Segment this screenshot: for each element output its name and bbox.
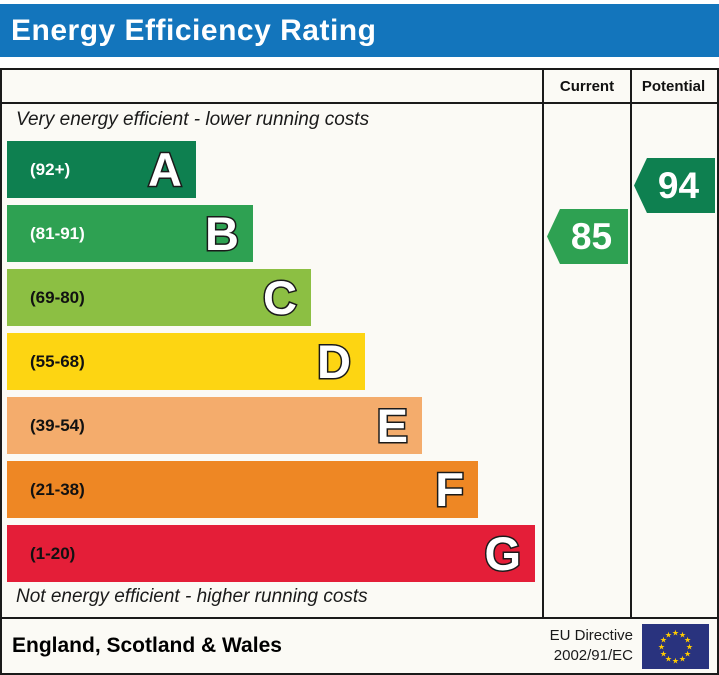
region-label: England, Scotland & Wales: [12, 634, 282, 657]
band-d-range: (55-68): [30, 351, 85, 371]
band-d-letter: D: [316, 334, 353, 390]
band-c: (69-80) C: [7, 269, 311, 326]
band-g-range: (1-20): [30, 543, 76, 563]
title-bar: Energy Efficiency Rating: [0, 4, 719, 57]
caption-not-efficient: Not energy efficient - higher running co…: [16, 586, 368, 607]
svg-text:★: ★: [660, 649, 667, 658]
rating-table: Current Potential Very energy efficient …: [0, 68, 719, 675]
band-b-letter: B: [204, 206, 241, 262]
eu-flag-icon: ★ ★ ★ ★ ★ ★ ★ ★ ★ ★ ★ ★: [642, 623, 709, 669]
svg-text:★: ★: [672, 656, 679, 665]
band-a-letter: A: [147, 142, 184, 198]
svg-text:★: ★: [665, 630, 672, 639]
band-b-range: (81-91): [30, 223, 85, 243]
eu-directive-line2: 2002/91/EC: [553, 647, 633, 664]
current-rating-arrow: 85: [547, 209, 628, 264]
band-e-letter: E: [375, 398, 409, 454]
band-g-letter: G: [483, 526, 523, 582]
band-b: (81-91) B: [7, 205, 253, 262]
current-column-divider: [542, 70, 544, 619]
svg-text:★: ★: [679, 654, 686, 663]
column-header-current: Current: [559, 77, 615, 95]
svg-text:★: ★: [665, 654, 672, 663]
page-title: Energy Efficiency Rating: [11, 13, 377, 47]
footer: England, Scotland & Wales EU Directive 2…: [2, 619, 717, 673]
band-a: (92+) A: [7, 141, 196, 198]
band-e-range: (39-54): [30, 415, 85, 435]
svg-text:★: ★: [660, 635, 667, 644]
column-header-potential: Potential: [641, 77, 706, 95]
band-c-letter: C: [262, 270, 299, 326]
svg-text:★: ★: [679, 630, 686, 639]
band-e: (39-54) E: [7, 397, 422, 454]
band-g: (1-20) G: [7, 525, 535, 582]
eu-directive-line1: EU Directive: [549, 627, 633, 644]
footer-divider: [2, 617, 717, 619]
band-d: (55-68) D: [7, 333, 365, 390]
potential-column-divider: [630, 70, 632, 619]
svg-text:★: ★: [684, 635, 691, 644]
band-a-range: (92+): [30, 159, 71, 179]
svg-text:★: ★: [686, 642, 693, 651]
band-f-letter: F: [434, 462, 466, 518]
band-f-range: (21-38): [30, 479, 85, 499]
header-divider: [2, 102, 717, 104]
potential-rating-arrow: 94: [634, 158, 715, 213]
svg-text:★: ★: [684, 649, 691, 658]
band-f: (21-38) F: [7, 461, 478, 518]
caption-very-efficient: Very energy efficient - lower running co…: [16, 109, 370, 130]
potential-rating-value: 94: [657, 164, 700, 206]
current-rating-value: 85: [570, 215, 613, 257]
eu-directive-label: EU Directive 2002/91/EC: [550, 626, 633, 666]
band-c-range: (69-80): [30, 287, 85, 307]
svg-text:★: ★: [658, 642, 665, 651]
svg-text:★: ★: [672, 628, 679, 637]
